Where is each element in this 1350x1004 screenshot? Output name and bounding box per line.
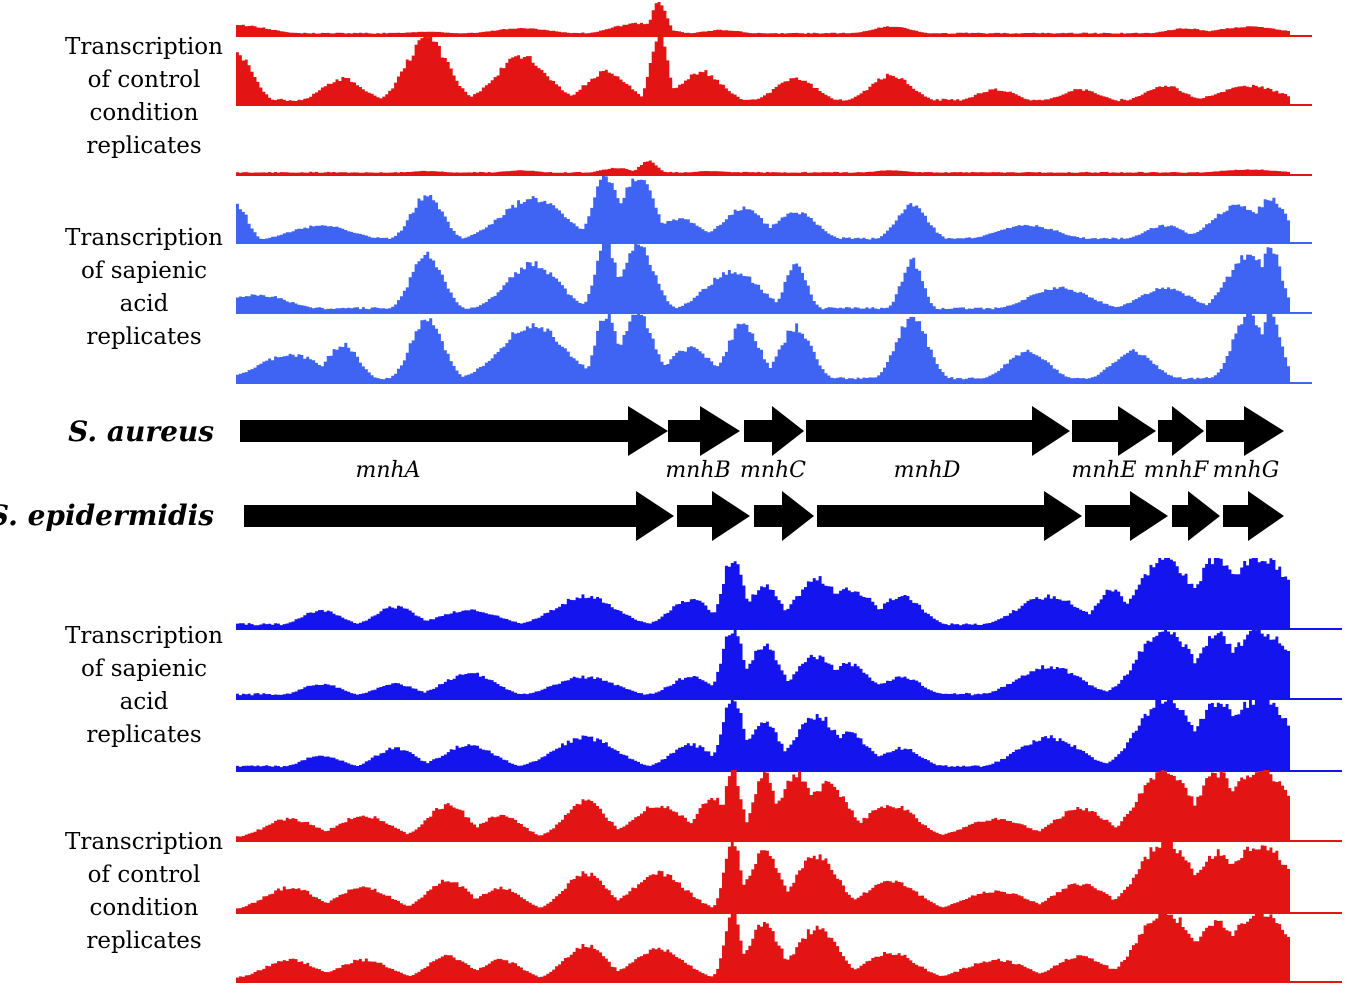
species-label-s-aureus: S. aureus	[68, 415, 214, 448]
coverage-track-11	[236, 842, 1342, 914]
coverage-track-9	[236, 698, 1342, 772]
gene-arrow-mnhc	[744, 406, 804, 456]
coverage-track-3	[236, 160, 1312, 176]
label-line: Transcription	[65, 225, 223, 251]
label-line: Transcription	[65, 623, 223, 649]
gene-arrow-se-mnhc	[754, 491, 814, 541]
gene-arrow-mnhb	[668, 406, 740, 456]
gene-arrow-mnha	[240, 406, 668, 456]
coverage-track-1	[236, 2, 1312, 37]
coverage-track-12	[236, 911, 1342, 983]
label-line: of sapienic	[81, 656, 207, 682]
coverage-track-4	[236, 176, 1312, 244]
gene-arrow-se-mnhb	[677, 491, 750, 541]
coverage-tracks	[236, 2, 1342, 983]
gene-arrow-mnhd	[806, 406, 1070, 456]
gene-arrow-se-mnhf	[1172, 491, 1220, 541]
label-line: of sapienic	[81, 258, 207, 284]
label-line: replicates	[86, 722, 201, 748]
gene-label-mnhf: mnhF	[1144, 458, 1209, 483]
gene-label-mnhe: mnhE	[1071, 458, 1136, 483]
coverage-track-6	[236, 314, 1312, 384]
label-line: Transcription	[65, 829, 223, 855]
gene-arrow-se-mnhe	[1085, 491, 1168, 541]
label-top-control: Transcription of control condition repli…	[65, 34, 223, 159]
label-line: Transcription	[65, 34, 223, 60]
label-line: replicates	[86, 324, 201, 350]
s-epidermidis-operon	[244, 491, 1284, 541]
coverage-track-10	[236, 770, 1342, 842]
gene-arrow-se-mnhd	[817, 491, 1082, 541]
s-aureus-operon	[240, 406, 1284, 456]
label-line: acid	[120, 291, 169, 317]
label-line: condition	[90, 100, 199, 126]
label-line: replicates	[86, 928, 201, 954]
gene-label-mnhd: mnhD	[894, 458, 961, 483]
label-line: of control	[88, 862, 201, 888]
gene-arrow-mnhg	[1206, 406, 1284, 456]
label-line: replicates	[86, 133, 201, 159]
gene-label-mnha: mnhA	[355, 458, 420, 483]
coverage-track-8	[236, 628, 1342, 700]
label-top-sapienic: Transcription of sapienic acid replicate…	[65, 225, 223, 350]
label-bottom-control: Transcription of control condition repli…	[65, 829, 223, 954]
gene-arrow-mnhf	[1158, 406, 1204, 456]
gene-arrow-se-mnhg	[1223, 491, 1284, 541]
gene-arrow-mnhe	[1072, 406, 1156, 456]
species-label-s-epidermidis: S. epidermidis	[0, 499, 214, 532]
label-line: of control	[88, 67, 201, 93]
gene-label-mnhc: mnhC	[740, 458, 806, 483]
label-line: condition	[90, 895, 199, 921]
coverage-track-5	[236, 244, 1312, 314]
label-line: acid	[120, 689, 169, 715]
gene-label-mnhb: mnhB	[665, 458, 730, 483]
coverage-track-2	[236, 32, 1312, 106]
coverage-track-7	[236, 558, 1342, 630]
label-bottom-sapienic: Transcription of sapienic acid replicate…	[65, 623, 223, 748]
gene-label-mnhg: mnhG	[1213, 458, 1280, 483]
gene-arrow-se-mnha	[244, 491, 674, 541]
